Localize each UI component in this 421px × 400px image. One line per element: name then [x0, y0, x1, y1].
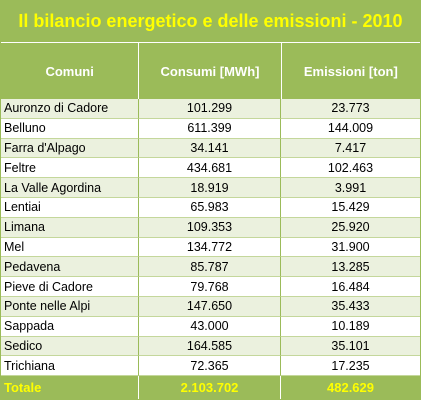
- table-row: Ponte nelle Alpi 147.650 35.433: [1, 296, 420, 317]
- cell-comune: Feltre: [1, 158, 139, 179]
- cell-emissioni: 15.429: [281, 198, 420, 218]
- cell-consumi: 147.650: [139, 296, 281, 317]
- table-row: Limana 109.353 25.920: [1, 217, 420, 238]
- cell-emissioni: 23.773: [281, 99, 420, 119]
- cell-consumi: 164.585: [139, 336, 281, 357]
- cell-emissioni: 25.920: [281, 218, 420, 238]
- table-row: Sappada 43.000 10.189: [1, 316, 420, 337]
- table-header-row: Comuni Consumi [MWh] Emissioni [ton]: [1, 42, 420, 100]
- cell-comune: Auronzo di Cadore: [1, 99, 139, 119]
- cell-emissioni: 35.433: [281, 297, 420, 317]
- cell-comune: Ponte nelle Alpi: [1, 296, 139, 317]
- cell-consumi: 611.399: [139, 118, 281, 139]
- table-row: Pedavena 85.787 13.285: [1, 257, 420, 278]
- cell-emissioni: 13.285: [281, 257, 420, 278]
- table-row: Farra d'Alpago 34.141 7.417: [1, 138, 420, 159]
- table-row: Pieve di Cadore 79.768 16.484: [1, 277, 420, 297]
- table-row: Sedico 164.585 35.101: [1, 336, 420, 357]
- cell-consumi: 79.768: [139, 277, 281, 297]
- header-comuni: Comuni: [1, 43, 140, 100]
- cell-comune: Lentiai: [1, 197, 139, 218]
- cell-consumi: 134.772: [139, 237, 281, 258]
- cell-emissioni: 17.235: [281, 356, 420, 377]
- cell-consumi: 65.983: [139, 197, 281, 218]
- cell-consumi: 434.681: [139, 158, 281, 179]
- total-label: Totale: [1, 376, 139, 399]
- table-row: Lentiai 65.983 15.429: [1, 197, 420, 218]
- header-emissioni: Emissioni [ton]: [303, 64, 398, 79]
- cell-emissioni: 102.463: [281, 158, 420, 179]
- cell-comune: Farra d'Alpago: [1, 138, 139, 159]
- table-row: Auronzo di Cadore 101.299 23.773: [1, 99, 420, 119]
- cell-comune: Trichiana: [1, 356, 139, 377]
- cell-consumi: 72.365: [139, 356, 281, 377]
- cell-emissioni: 35.101: [281, 337, 420, 357]
- cell-consumi: 34.141: [139, 138, 281, 159]
- cell-comune: Pieve di Cadore: [1, 277, 139, 297]
- total-emissioni: 482.629: [327, 380, 374, 395]
- table-row: La Valle Agordina 18.919 3.991: [1, 178, 420, 198]
- cell-emissioni: 16.484: [281, 277, 420, 297]
- cell-consumi: 101.299: [139, 99, 281, 119]
- cell-comune: Limana: [1, 217, 139, 238]
- table-title: Il bilancio energetico e delle emissioni…: [1, 1, 420, 42]
- total-consumi: 2.103.702: [139, 376, 281, 399]
- cell-comune: Pedavena: [1, 257, 139, 278]
- cell-emissioni: 10.189: [281, 317, 420, 337]
- cell-comune: La Valle Agordina: [1, 178, 139, 198]
- cell-consumi: 109.353: [139, 217, 281, 238]
- table-row: Mel 134.772 31.900: [1, 237, 420, 258]
- cell-comune: Mel: [1, 237, 139, 258]
- table-row: Trichiana 72.365 17.235: [1, 356, 420, 377]
- cell-consumi: 18.919: [139, 178, 281, 198]
- table-row: Belluno 611.399 144.009: [1, 118, 420, 139]
- table-row: Feltre 434.681 102.463: [1, 158, 420, 179]
- cell-emissioni: 144.009: [281, 119, 420, 139]
- cell-consumi: 43.000: [139, 316, 281, 337]
- total-row: Totale 2.103.702 482.629: [1, 376, 420, 399]
- cell-emissioni: 7.417: [281, 139, 420, 159]
- table-body: Auronzo di Cadore 101.299 23.773 Belluno…: [1, 99, 420, 377]
- header-consumi: Consumi [MWh]: [139, 43, 282, 100]
- cell-comune: Sedico: [1, 336, 139, 357]
- cell-consumi: 85.787: [139, 257, 281, 278]
- cell-comune: Sappada: [1, 316, 139, 337]
- cell-emissioni: 3.991: [281, 178, 420, 198]
- cell-comune: Belluno: [1, 118, 139, 139]
- cell-emissioni: 31.900: [281, 238, 420, 258]
